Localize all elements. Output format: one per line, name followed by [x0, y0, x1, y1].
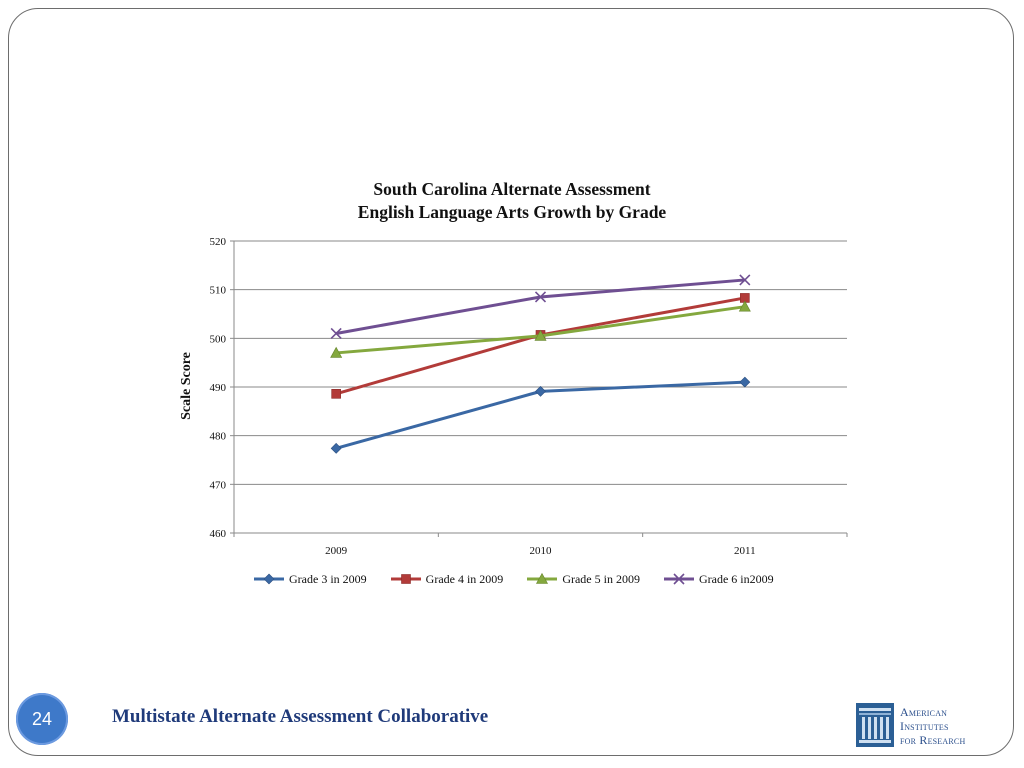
data-point-square	[331, 389, 341, 399]
x-tick-label: 2011	[734, 545, 756, 557]
legend-swatch	[527, 572, 558, 584]
data-point-square	[400, 574, 411, 584]
legend-label: Grade 3 in 2009	[289, 571, 367, 586]
x-tick-label: 2010	[530, 545, 553, 557]
data-point-diamond	[535, 385, 546, 397]
series-group	[330, 274, 751, 340]
legend-swatch	[390, 574, 421, 584]
series-group	[330, 300, 751, 358]
legend-label: Grade 5 in 2009	[562, 571, 640, 586]
slide-frame	[8, 8, 1014, 756]
data-point-triangle	[534, 329, 547, 341]
series-group	[331, 293, 750, 399]
data-point-diamond	[330, 442, 342, 454]
data-point-x	[534, 291, 547, 303]
logo-text: American Institutes for Research	[900, 705, 965, 747]
legend-item: Grade 4 in 2009	[389, 571, 504, 587]
y-tick-label: 490	[210, 382, 227, 394]
data-point-triangle	[738, 300, 751, 312]
y-tick-label: 480	[210, 431, 227, 443]
y-tick-label: 470	[210, 479, 227, 491]
y-tick-label: 510	[210, 285, 227, 297]
y-tick-label: 460	[210, 528, 227, 540]
data-point-x	[739, 274, 751, 286]
data-point-triangle	[536, 572, 549, 584]
logo-line1: American	[900, 705, 948, 719]
page-number-badge: 24	[16, 693, 68, 745]
legend-swatch	[663, 573, 694, 585]
logo-line3: for Research	[900, 733, 966, 747]
footer-text: Multistate Alternate Assessment Collabor…	[112, 706, 489, 727]
legend-item: Grade 6 in2009	[662, 572, 774, 587]
legend-swatch	[254, 573, 284, 585]
data-point-diamond	[739, 376, 751, 388]
x-tick-label: 2009	[325, 545, 348, 557]
data-point-x	[673, 573, 685, 585]
series-group	[330, 376, 751, 454]
legend-label: Grade 4 in 2009	[425, 571, 504, 586]
chart-title-line1: South Carolina Alternate Assessment	[373, 179, 651, 199]
chart-legend: Grade 3 in 2009 Grade 4 in 2009 Grade 5 in…	[252, 570, 774, 588]
y-tick-label: 520	[210, 236, 227, 248]
building-icon	[856, 703, 894, 747]
series-line	[335, 278, 745, 335]
legend-label: Grade 6 in2009	[698, 571, 774, 586]
y-tick-label: 500	[210, 333, 227, 345]
chart-title: South Carolina Alternate Assessment Engl…	[212, 178, 812, 224]
series-line	[335, 296, 746, 396]
data-point-triangle	[330, 346, 343, 358]
air-logo: American Institutes for Research	[856, 703, 996, 749]
chart-title-line2: English Language Arts Growth by Grade	[357, 202, 667, 222]
data-point-x	[330, 327, 342, 340]
legend-item: Grade 5 in 2009	[525, 572, 640, 587]
logo-line2: Institutes	[900, 719, 949, 733]
data-point-diamond	[263, 573, 275, 585]
page-number: 24	[31, 708, 53, 729]
legend-item: Grade 3 in 2009	[252, 572, 367, 587]
